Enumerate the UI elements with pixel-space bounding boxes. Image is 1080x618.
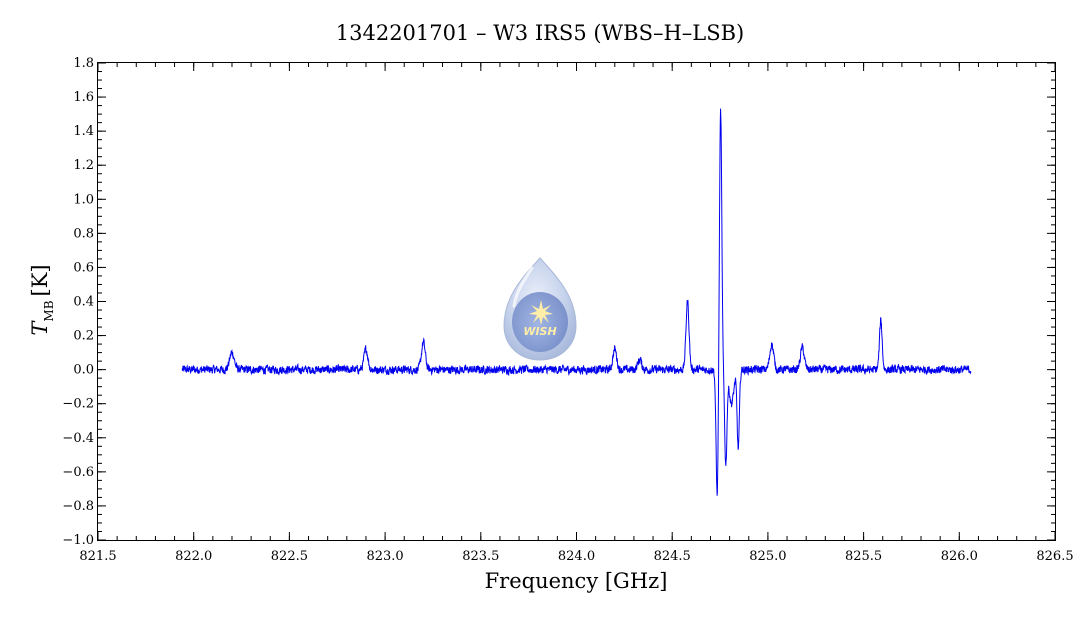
y-tick-label: 0.0 [73, 363, 94, 378]
star-icon [529, 300, 553, 325]
y-tick-label: 0.8 [73, 226, 94, 241]
y-axis-label-symbol: T [28, 320, 52, 336]
chart-title: 1342201701 – W3 IRS5 (WBS–H–LSB) [336, 21, 744, 45]
y-axis-label: TMB [K] [28, 264, 56, 335]
y-tick-label: −0.2 [62, 397, 94, 412]
y-tick-label: 1.4 [73, 124, 94, 139]
y-tick-label: 1.2 [73, 158, 94, 173]
x-tick-label: 825.5 [845, 549, 882, 564]
x-tick-label: 824.5 [654, 549, 691, 564]
y-tick-label: 0.6 [73, 260, 94, 275]
y-tick-label: 1.8 [73, 56, 94, 71]
x-tick-label: 823.0 [366, 549, 403, 564]
y-axis-label-subscript: MB [42, 300, 56, 321]
y-tick-label: 1.0 [73, 192, 94, 207]
plot-frame [97, 62, 1056, 541]
spectrum-series-line [181, 108, 972, 496]
y-tick-label: 0.2 [73, 329, 94, 344]
x-tick-label: 823.5 [462, 549, 499, 564]
axis-ticks [97, 62, 1056, 541]
x-axis-label: Frequency [GHz] [485, 569, 668, 593]
y-tick-label: −0.6 [62, 465, 94, 480]
x-tick-label: 826.0 [941, 549, 978, 564]
y-axis-label-unit: [K] [28, 264, 52, 296]
x-tick-label: 822.5 [271, 549, 308, 564]
y-tick-label: 1.6 [73, 90, 94, 105]
x-tick-label: 821.5 [79, 549, 116, 564]
x-tick-label: 825.0 [749, 549, 786, 564]
x-tick-label: 826.5 [1036, 549, 1073, 564]
y-tick-label: 0.4 [73, 295, 94, 310]
tick-labels: 821.5 822.0 822.5 823.0 823.5 824.0 824.5 825.0… [62, 56, 1073, 564]
y-tick-label: −0.8 [62, 499, 94, 514]
x-tick-label: 824.0 [558, 549, 595, 564]
wish-logo: WISH [503, 257, 577, 361]
svg-text:TMB[K]: TMB [K] [28, 264, 56, 335]
y-tick-label: −1.0 [62, 533, 94, 548]
logo-text: WISH [523, 325, 556, 338]
y-tick-label: −0.4 [62, 431, 94, 446]
x-tick-label: 822.0 [175, 549, 212, 564]
